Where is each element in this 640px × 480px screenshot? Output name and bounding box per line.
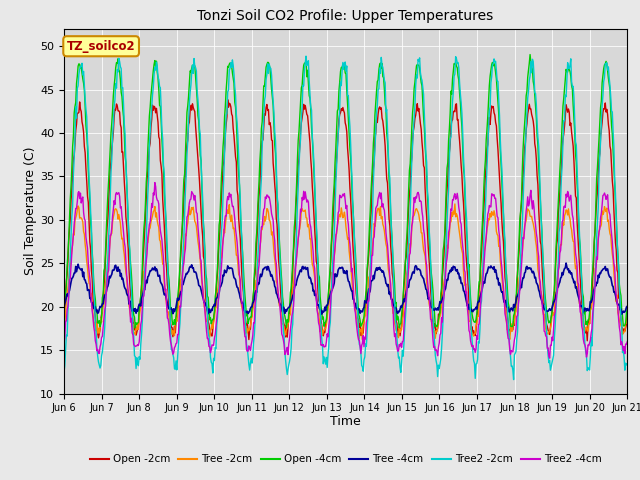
Tree2 -4cm — [216, 282, 224, 288]
Tree -2cm — [60, 316, 68, 322]
Tree -4cm — [60, 305, 68, 311]
Tree -4cm — [70, 270, 78, 276]
Tree2 -2cm — [510, 377, 518, 383]
Tree2 -2cm — [302, 53, 310, 59]
Line: Tree2 -2cm: Tree2 -2cm — [64, 56, 627, 380]
Open -2cm — [60, 312, 68, 317]
Open -4cm — [60, 306, 68, 312]
Line: Open -2cm: Open -2cm — [64, 100, 627, 341]
Tree -4cm — [623, 303, 631, 309]
Tree -4cm — [186, 265, 193, 271]
Title: Tonzi Soil CO2 Profile: Upper Temperatures: Tonzi Soil CO2 Profile: Upper Temperatur… — [198, 10, 493, 24]
Tree -2cm — [186, 204, 193, 209]
Tree -2cm — [128, 324, 136, 330]
Legend: Open -2cm, Tree -2cm, Open -4cm, Tree -4cm, Tree2 -2cm, Tree2 -4cm: Open -2cm, Tree -2cm, Open -4cm, Tree -4… — [86, 450, 605, 468]
Open -4cm — [415, 62, 422, 68]
Tree -4cm — [215, 291, 223, 297]
Open -4cm — [70, 110, 78, 116]
X-axis label: Time: Time — [330, 415, 361, 428]
Line: Tree -4cm: Tree -4cm — [64, 263, 627, 314]
Tree -2cm — [215, 276, 223, 282]
Line: Open -4cm: Open -4cm — [64, 55, 627, 328]
Tree2 -2cm — [431, 352, 439, 358]
Tree -4cm — [618, 312, 625, 317]
Y-axis label: Soil Temperature (C): Soil Temperature (C) — [24, 147, 37, 276]
Line: Tree -2cm: Tree -2cm — [64, 204, 627, 340]
Tree -2cm — [623, 315, 631, 321]
Line: Tree2 -4cm: Tree2 -4cm — [64, 182, 627, 358]
Open -2cm — [70, 152, 78, 158]
Tree -2cm — [358, 337, 366, 343]
Tree2 -4cm — [623, 339, 631, 345]
Tree2 -2cm — [215, 285, 223, 290]
Tree2 -2cm — [128, 308, 136, 314]
Tree -4cm — [414, 266, 422, 272]
Tree2 -4cm — [186, 197, 194, 203]
Text: TZ_soilco2: TZ_soilco2 — [67, 40, 136, 53]
Tree -2cm — [431, 336, 439, 341]
Open -2cm — [224, 97, 232, 103]
Tree -2cm — [451, 201, 459, 207]
Open -4cm — [216, 216, 224, 222]
Tree -4cm — [431, 308, 438, 313]
Open -2cm — [128, 308, 136, 314]
Tree -2cm — [70, 232, 78, 238]
Tree -4cm — [128, 308, 136, 314]
Open -4cm — [526, 52, 534, 58]
Tree2 -2cm — [623, 361, 631, 367]
Tree2 -4cm — [151, 180, 159, 185]
Open -2cm — [215, 239, 223, 245]
Tree -2cm — [415, 212, 422, 218]
Open -2cm — [431, 323, 439, 329]
Tree2 -2cm — [70, 155, 78, 161]
Open -2cm — [186, 120, 193, 125]
Open -4cm — [623, 306, 631, 312]
Tree2 -4cm — [70, 221, 78, 227]
Open -4cm — [186, 68, 194, 74]
Open -2cm — [623, 313, 631, 319]
Open -2cm — [415, 106, 422, 111]
Tree2 -4cm — [546, 355, 554, 361]
Open -4cm — [131, 325, 139, 331]
Tree2 -4cm — [431, 348, 439, 353]
Open -2cm — [584, 338, 591, 344]
Tree2 -2cm — [415, 59, 422, 64]
Tree2 -4cm — [128, 330, 136, 336]
Tree2 -4cm — [60, 341, 68, 347]
Tree2 -2cm — [186, 101, 193, 107]
Open -4cm — [431, 324, 439, 329]
Tree2 -2cm — [60, 370, 68, 375]
Open -4cm — [128, 284, 136, 290]
Tree2 -4cm — [415, 192, 422, 197]
Tree -4cm — [563, 260, 570, 266]
